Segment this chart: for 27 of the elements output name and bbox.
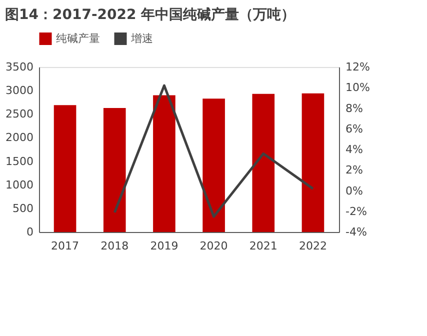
x-tick-label: 2018 [100, 240, 129, 252]
y-tick-label: 2500 [6, 108, 34, 121]
y2-tick-label: 12% [346, 60, 370, 74]
y-tick-label: 1000 [6, 178, 34, 192]
x-tick-label: 2022 [298, 240, 327, 252]
legend-label: 增速 [130, 32, 153, 45]
y-tick-label: 3500 [6, 60, 34, 74]
x-tick-label: 2021 [249, 240, 278, 252]
x-tick-label: 2020 [200, 240, 228, 252]
y2-tick-label: -2% [346, 204, 367, 218]
line-series [113, 84, 314, 218]
x-tick-label: 2019 [150, 240, 178, 252]
y2-tick-label: -4% [346, 226, 367, 238]
chart-title: 图14：2017-2022 年中国纯碱产量（万吨） [5, 6, 296, 23]
y-tick-label: 3000 [6, 84, 34, 98]
y-tick-label: 1500 [6, 154, 34, 168]
legend-label: 纯碱产量 [56, 32, 100, 45]
y2-tick-label: 0% [346, 184, 363, 198]
x-tick-label: 2017 [51, 240, 80, 252]
y2-tick-label: 6% [346, 122, 363, 136]
y2-tick-label: 10% [346, 81, 370, 94]
y-tick-label: 2000 [6, 131, 34, 144]
y2-tick-label: 4% [346, 143, 363, 156]
y-tick-label: 500 [12, 202, 34, 215]
y-tick-label: 0 [26, 226, 34, 238]
y2-tick-label: 8% [346, 102, 363, 115]
y2-tick-label: 2% [346, 164, 363, 177]
